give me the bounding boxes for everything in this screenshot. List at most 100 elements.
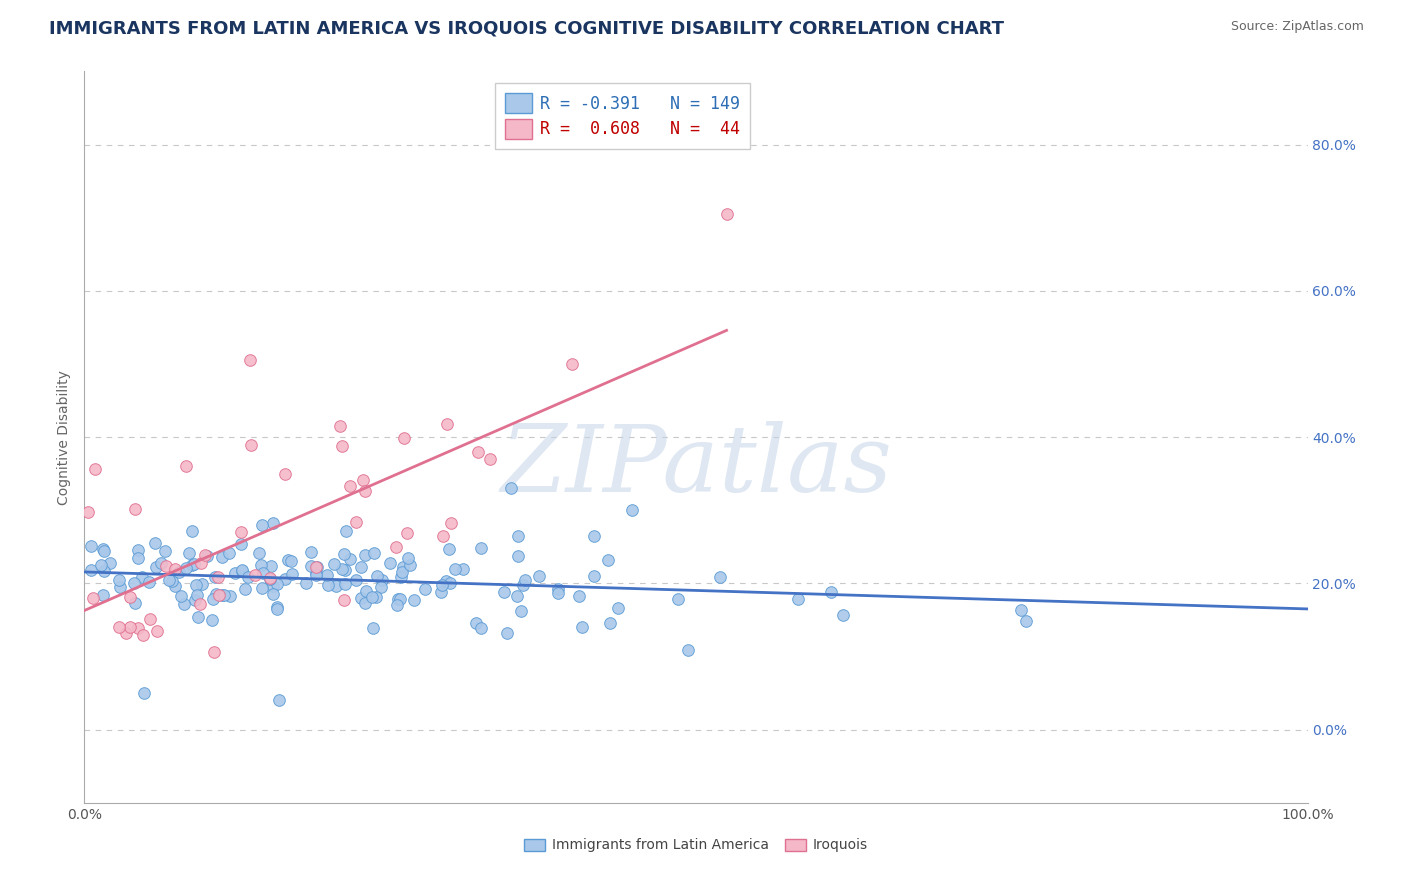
Point	[335, 577, 357, 591]
Point	[108, 573, 131, 587]
Point	[439, 541, 461, 556]
Point	[207, 569, 229, 583]
Point	[325, 578, 347, 592]
Point	[330, 440, 353, 454]
Point	[398, 558, 420, 572]
Point	[139, 612, 162, 626]
Point	[127, 621, 149, 635]
Point	[396, 526, 419, 541]
Point	[208, 588, 231, 602]
Point	[391, 565, 413, 579]
Point	[93, 544, 115, 558]
Point	[439, 575, 461, 590]
Point	[204, 569, 226, 583]
Point	[354, 483, 377, 498]
Point	[240, 437, 263, 451]
Point	[120, 591, 142, 605]
Point	[361, 590, 384, 604]
Point	[80, 539, 103, 553]
Point	[389, 570, 412, 584]
Point	[305, 566, 328, 580]
Point	[277, 553, 299, 567]
Point	[80, 563, 103, 577]
Text: Source: ZipAtlas.com: Source: ZipAtlas.com	[1230, 20, 1364, 33]
Point	[354, 596, 377, 610]
Point	[259, 572, 281, 586]
Point	[202, 591, 225, 606]
Point	[354, 548, 377, 562]
Point	[561, 357, 583, 371]
Point	[229, 537, 252, 551]
Point	[127, 543, 149, 558]
Point	[84, 462, 107, 476]
Point	[201, 614, 224, 628]
Point	[356, 584, 378, 599]
Point	[219, 589, 242, 603]
Point	[108, 620, 131, 634]
Point	[131, 569, 153, 583]
Point	[211, 588, 233, 602]
Point	[470, 541, 492, 556]
Point	[305, 560, 328, 574]
Point	[384, 540, 406, 554]
Point	[506, 529, 529, 543]
Point	[582, 569, 605, 583]
Point	[122, 576, 145, 591]
Point	[266, 602, 288, 616]
Point	[274, 573, 297, 587]
Legend: Immigrants from Latin America, Iroquois: Immigrants from Latin America, Iroquois	[519, 833, 873, 858]
Point	[236, 570, 259, 584]
Point	[163, 579, 186, 593]
Point	[247, 546, 270, 560]
Point	[676, 643, 699, 657]
Point	[620, 503, 643, 517]
Point	[323, 557, 346, 571]
Point	[262, 587, 284, 601]
Point	[183, 557, 205, 571]
Point	[98, 556, 121, 570]
Point	[451, 562, 474, 576]
Point	[170, 589, 193, 603]
Point	[176, 561, 198, 575]
Point	[93, 565, 115, 579]
Point	[370, 580, 392, 594]
Point	[299, 559, 322, 574]
Point	[281, 567, 304, 582]
Point	[333, 563, 356, 577]
Point	[218, 546, 240, 560]
Point	[350, 560, 373, 574]
Point	[316, 568, 339, 582]
Point	[364, 591, 387, 605]
Point	[496, 625, 519, 640]
Point	[344, 573, 367, 587]
Point	[335, 524, 357, 538]
Point	[229, 524, 252, 539]
Point	[127, 551, 149, 566]
Point	[212, 588, 235, 602]
Point	[666, 592, 689, 607]
Point	[394, 431, 416, 445]
Text: ZIPatlas: ZIPatlas	[501, 421, 891, 511]
Point	[583, 528, 606, 542]
Point	[440, 516, 463, 530]
Point	[274, 467, 297, 481]
Point	[155, 558, 177, 573]
Point	[202, 645, 225, 659]
Point	[385, 598, 408, 612]
Point	[344, 515, 367, 529]
Point	[252, 581, 274, 595]
Point	[465, 616, 488, 631]
Point	[262, 579, 284, 593]
Point	[430, 577, 453, 591]
Point	[90, 558, 112, 573]
Point	[186, 589, 208, 603]
Point	[138, 575, 160, 590]
Point	[339, 479, 361, 493]
Point	[132, 686, 155, 700]
Point	[157, 574, 180, 588]
Point	[709, 570, 731, 584]
Point	[513, 574, 536, 588]
Point	[506, 589, 529, 603]
Point	[366, 568, 388, 582]
Point	[167, 565, 190, 579]
